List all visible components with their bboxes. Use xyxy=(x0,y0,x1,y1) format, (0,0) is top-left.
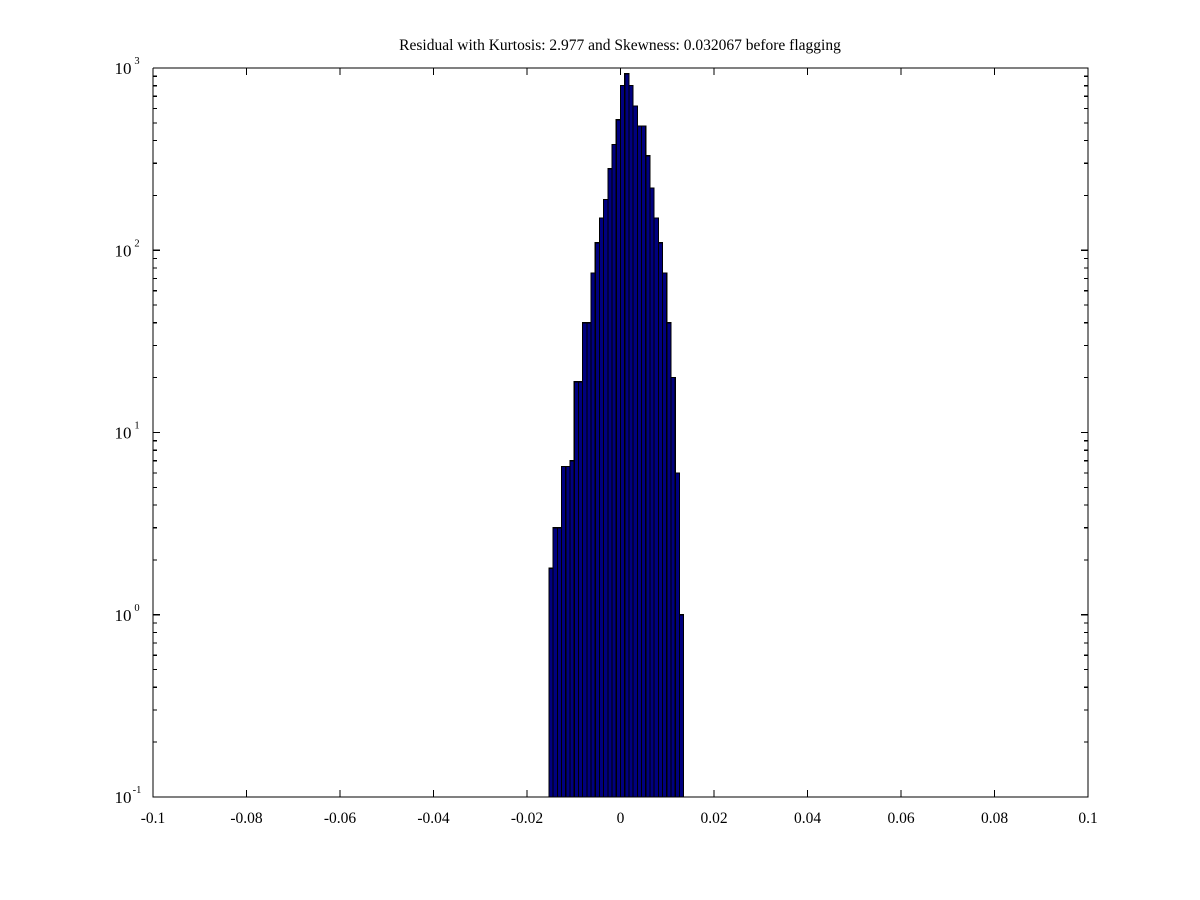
histogram-bar xyxy=(611,144,617,798)
histogram-bar xyxy=(594,242,601,798)
x-tick-label: 0 xyxy=(617,810,625,827)
histogram-bar xyxy=(577,381,584,798)
histogram-bar xyxy=(582,322,588,798)
y-tick-label-base: 10 xyxy=(115,59,132,78)
histogram-bar xyxy=(649,187,655,798)
histogram-bar xyxy=(666,322,672,798)
histogram-bar xyxy=(657,242,664,798)
x-tick-label: 0.06 xyxy=(887,810,914,827)
y-tick-label-exponent: -1 xyxy=(133,785,142,796)
histogram-bar xyxy=(603,198,609,798)
y-tick-label-base: 10 xyxy=(115,424,132,443)
histogram-bar xyxy=(548,567,554,798)
histogram-bar xyxy=(565,466,571,798)
histogram-bar xyxy=(670,377,676,798)
x-tick-label: -0.06 xyxy=(324,810,357,827)
histogram-bar xyxy=(607,168,613,798)
y-tick-label-exponent: 2 xyxy=(134,238,139,249)
histogram-bar xyxy=(569,460,575,798)
y-axis-ticks xyxy=(153,67,1088,798)
y-tick-label-exponent: 3 xyxy=(134,56,139,67)
histogram-bar xyxy=(573,381,579,798)
x-tick-label: -0.04 xyxy=(417,810,450,827)
x-axis-tick-labels: -0.1 -0.08 -0.06 -0.04 -0.02 0 0.02 0.04 0.06 0.0… xyxy=(141,810,1098,827)
x-tick-label: -0.02 xyxy=(511,810,543,827)
histogram-bar xyxy=(561,466,567,798)
histogram-bars xyxy=(548,73,685,798)
x-axis-ticks xyxy=(152,68,1089,797)
histogram-bar xyxy=(632,105,638,798)
x-tick-label: 0.08 xyxy=(981,810,1008,827)
y-tick-label-base: 10 xyxy=(115,241,132,260)
histogram-bar xyxy=(556,527,563,798)
x-tick-label: 0.02 xyxy=(700,810,727,827)
y-tick-label-base: 10 xyxy=(115,606,132,625)
chart-title: Residual with Kurtosis: 2.977 and Skewne… xyxy=(399,37,841,54)
y-tick-label-exponent: 0 xyxy=(134,603,139,614)
histogram-bar xyxy=(615,119,622,798)
histogram-bar xyxy=(586,322,592,798)
histogram-bar xyxy=(674,472,680,798)
histogram-bar xyxy=(653,217,659,798)
x-tick-label: -0.1 xyxy=(141,810,166,827)
histogram-bar xyxy=(628,85,634,798)
histogram-bar xyxy=(552,527,558,798)
y-tick-label-exponent: 1 xyxy=(134,421,139,432)
histogram-bar xyxy=(619,85,626,798)
histogram-bar xyxy=(636,125,643,798)
histogram-bar xyxy=(624,73,630,798)
x-tick-label: 0.04 xyxy=(794,810,821,827)
x-tick-label: 0.1 xyxy=(1078,810,1097,827)
y-tick-label-base: 10 xyxy=(115,788,132,807)
histogram-bar xyxy=(645,155,651,798)
histogram-bar xyxy=(590,272,596,798)
histogram-bar xyxy=(662,272,668,798)
x-tick-label: -0.08 xyxy=(230,810,263,827)
histogram-bar xyxy=(678,614,685,798)
histogram-bar xyxy=(598,217,605,798)
histogram-bar xyxy=(640,125,647,798)
